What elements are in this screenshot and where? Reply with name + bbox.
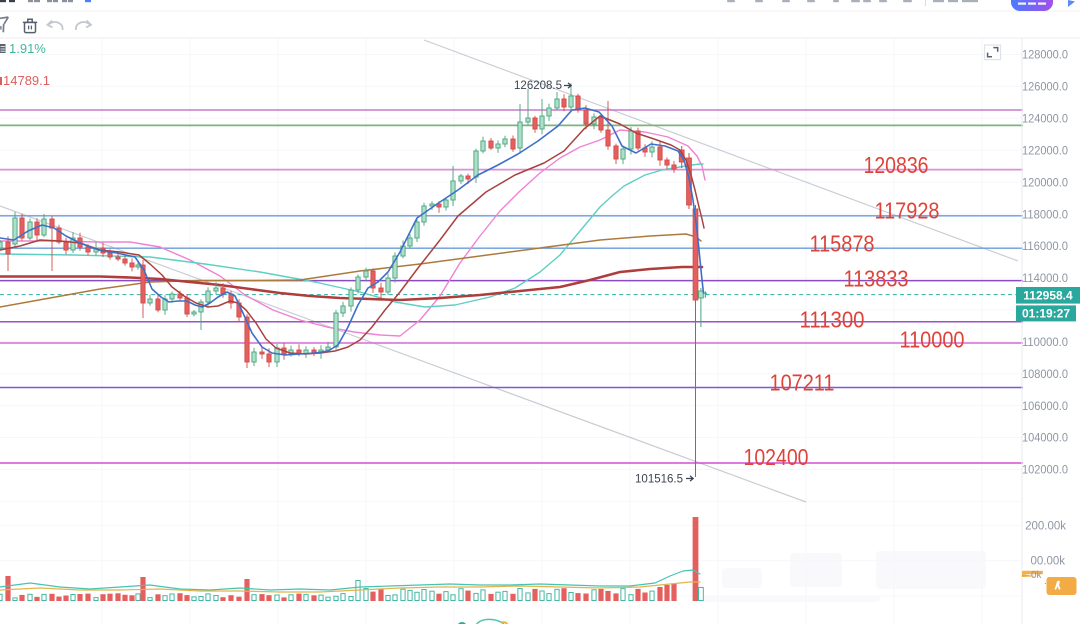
svg-text:102000.0: 102000.0	[1022, 465, 1068, 477]
svg-text:112958.4: 112958.4	[1023, 288, 1073, 302]
svg-text:110000: 110000	[900, 327, 965, 353]
svg-text:107211: 107211	[770, 369, 835, 395]
svg-text:126208.5: 126208.5	[514, 80, 562, 92]
svg-text:114000.0: 114000.0	[1022, 273, 1068, 285]
svg-text:104000.0: 104000.0	[1022, 433, 1068, 445]
svg-text:115878: 115878	[810, 231, 875, 257]
svg-text:102400: 102400	[744, 444, 809, 470]
svg-text:101516.5: 101516.5	[635, 473, 683, 485]
svg-text:120836: 120836	[864, 152, 929, 178]
svg-text:111300: 111300	[800, 306, 865, 332]
svg-text:110000.0: 110000.0	[1022, 337, 1068, 349]
svg-text:00.00k: 00.00k	[1030, 556, 1065, 568]
svg-text:14789.1: 14789.1	[3, 73, 50, 88]
svg-text:106000.0: 106000.0	[1022, 401, 1068, 413]
svg-text:0k: 0k	[1031, 570, 1043, 581]
svg-text:01:19:27: 01:19:27	[1022, 306, 1070, 320]
svg-text:1.91%: 1.91%	[9, 41, 46, 56]
svg-text:126000.0: 126000.0	[1022, 82, 1068, 94]
svg-text:200.00k: 200.00k	[1025, 521, 1066, 533]
svg-text:113833: 113833	[844, 266, 909, 292]
svg-text:124000.0: 124000.0	[1022, 114, 1068, 126]
svg-text:108000.0: 108000.0	[1022, 369, 1068, 381]
svg-text:116000.0: 116000.0	[1022, 241, 1068, 253]
svg-text:128000.0: 128000.0	[1022, 50, 1068, 62]
svg-text:118000.0: 118000.0	[1022, 209, 1068, 221]
svg-text:120000.0: 120000.0	[1022, 177, 1068, 189]
svg-text:117928: 117928	[875, 198, 940, 224]
svg-text:122000.0: 122000.0	[1022, 146, 1068, 158]
